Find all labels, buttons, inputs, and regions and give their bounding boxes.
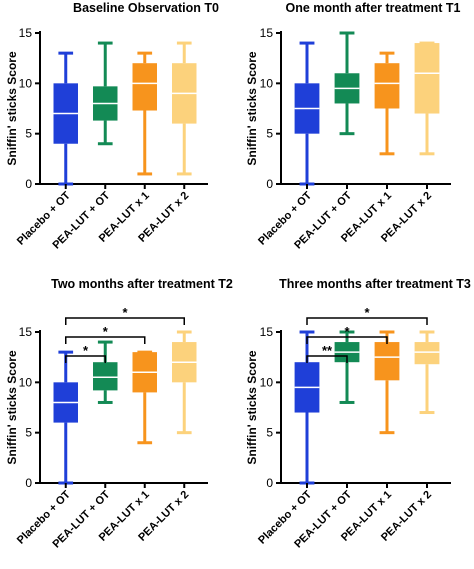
box-iqr [93,362,118,391]
y-tick-label: 0 [25,476,32,490]
significance-bracket: ** [306,343,348,363]
box-iqr [374,342,400,381]
significance-label: * [344,324,350,339]
box-3 [172,330,197,435]
significance-bracket: * [65,343,106,363]
y-tick-label: 10 [19,76,33,90]
box-1 [93,340,118,404]
bracket-line [306,336,388,344]
bracket-line [65,336,146,344]
box-2 [374,51,400,156]
y-axis-label: Sniffin' sticks Score [5,350,19,465]
y-tick-label: 5 [25,426,32,440]
y-tick-label: 5 [266,426,273,440]
y-tick-label: 15 [260,325,274,339]
significance-bracket: * [306,324,388,344]
box-1 [334,31,360,136]
y-tick-label: 5 [25,127,32,141]
bracket-line [65,317,185,325]
y-tick-label: 0 [25,177,32,191]
y-axis-label: Sniffin' sticks Score [245,51,259,166]
box-3 [172,41,197,176]
chart-panel-3: Three months after treatment T3 Sniffin' … [245,277,471,550]
y-axis-label: Sniffin' sticks Score [5,51,19,166]
significance-label: ** [322,343,333,358]
y-tick-label: 0 [266,476,273,490]
y-tick-label: 10 [19,375,33,389]
box-0 [294,330,320,485]
box-iqr [414,43,440,114]
box-2 [374,330,400,435]
box-3 [414,41,440,156]
box-2 [132,350,157,445]
bracket-line [306,317,428,325]
significance-bracket: * [306,305,428,325]
significance-label: * [122,305,128,320]
box-iqr [414,342,440,365]
significance-label: * [364,305,370,320]
box-0 [53,350,78,485]
y-tick-label: 5 [266,127,273,141]
box-0 [294,41,320,186]
significance-label: * [103,324,109,339]
chart-panel-1: One month after treatment T1 Sniffin' sti… [245,1,461,251]
box-2 [132,51,157,176]
y-tick-label: 15 [19,26,33,40]
significance-bracket: * [65,324,146,344]
box-1 [93,41,118,146]
box-0 [53,51,78,186]
box-iqr [132,63,157,111]
chart-title: Two months after treatment T2 [51,277,233,291]
chart-title: Baseline Observation T0 [73,1,219,15]
y-axis-label: Sniffin' sticks Score [245,350,259,465]
box-3 [414,330,440,415]
chart-panel-0: Baseline Observation T0 Sniffin' sticks S… [5,1,219,251]
y-tick-label: 15 [260,26,274,40]
chart-title: Three months after treatment T3 [279,277,471,291]
y-tick-label: 0 [266,177,273,191]
y-tick-label: 10 [260,375,274,389]
significance-label: * [83,343,89,358]
bracket-line [65,355,106,363]
box-1 [334,330,360,404]
y-tick-label: 10 [260,76,274,90]
y-tick-label: 15 [19,325,33,339]
bracket-line [306,355,348,363]
chart-panel-2: Two months after treatment T2 Sniffin' st… [5,277,233,550]
significance-bracket: * [65,305,185,325]
box-iqr [374,63,400,109]
chart-title: One month after treatment T1 [285,1,460,15]
